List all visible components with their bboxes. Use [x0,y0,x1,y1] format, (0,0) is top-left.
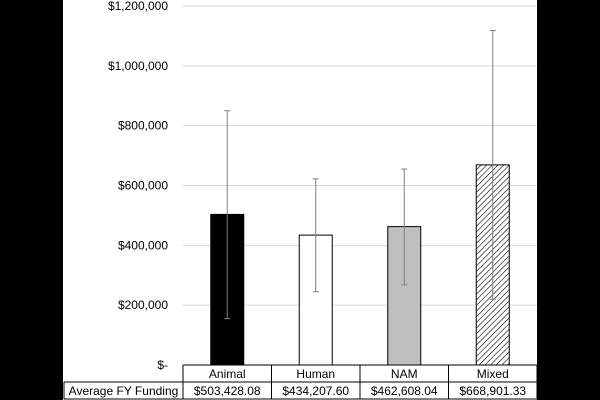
error-bars [224,30,496,320]
y-tick-label: $400,000 [118,238,168,252]
y-tick-label: $- [157,358,168,372]
table-value-cell: $503,428.08 [194,384,261,398]
bar-chart: $- $200,000 $400,000 $600,000 $800,000 $1,000… [63,0,537,400]
table-value-cell: $462,608.04 [371,384,438,398]
y-tick-label: $600,000 [118,179,168,193]
table-value-cell: $434,207.60 [282,384,349,398]
y-tick-label: $1,000,000 [108,59,168,73]
table-value-cell: $668,901.33 [459,384,526,398]
y-tick-label: $200,000 [118,298,168,312]
y-tick-label: $1,200,000 [108,0,168,13]
data-table: Animal Human NAM Mixed Average FY Funding $50… [63,364,537,400]
table-row-label: Average FY Funding [69,384,179,398]
x-category-label: Animal [209,367,246,381]
x-category-label: Mixed [477,367,509,381]
bars [210,164,510,366]
chart-canvas: $- $200,000 $400,000 $600,000 $800,000 $1,000… [63,0,537,400]
y-tick-label: $800,000 [118,119,168,133]
x-category-label: Human [296,367,335,381]
y-axis-ticks: $- $200,000 $400,000 $600,000 $800,000 $1,000… [108,0,168,372]
x-category-label: NAM [391,367,418,381]
